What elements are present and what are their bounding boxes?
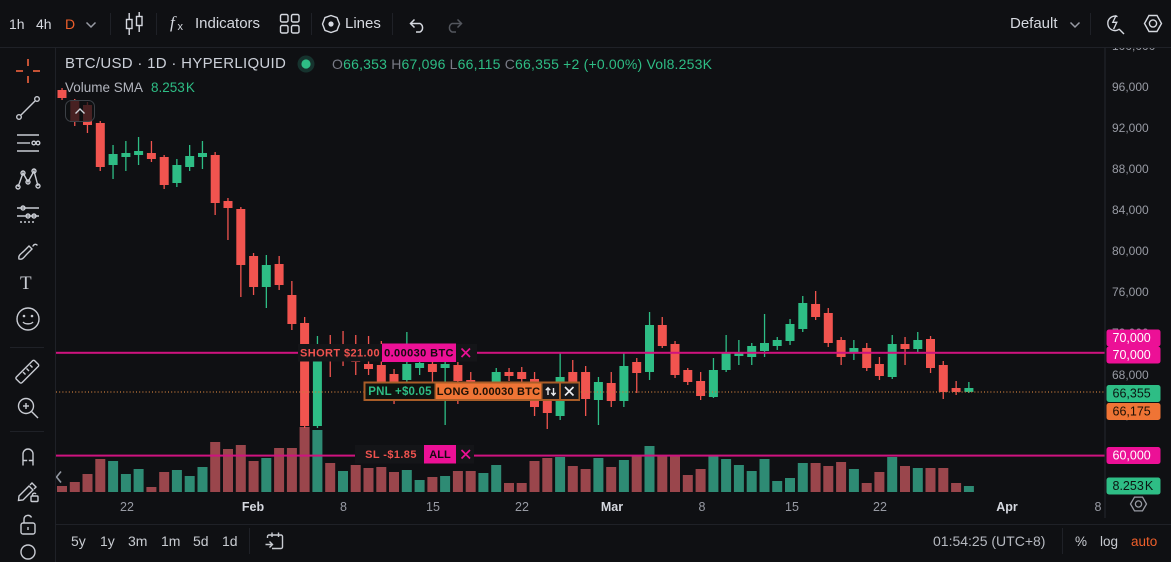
svg-text:8: 8 (1095, 500, 1102, 514)
svg-text:68,000: 68,000 (1112, 368, 1149, 382)
svg-text:SHORT $21.00: SHORT $21.00 (300, 348, 380, 360)
svg-text:76,000: 76,000 (1112, 285, 1149, 299)
svg-text:80,000: 80,000 (1112, 244, 1149, 258)
svg-text:66,355: 66,355 (1113, 387, 1151, 401)
svg-text:100,000: 100,000 (1112, 48, 1156, 53)
svg-text:Mar: Mar (601, 500, 623, 514)
svg-text:Feb: Feb (242, 500, 265, 514)
svg-text:84,000: 84,000 (1112, 203, 1149, 217)
svg-text:88,000: 88,000 (1112, 162, 1149, 176)
svg-text:PNL +$0.05: PNL +$0.05 (368, 386, 432, 398)
svg-text:8.253 K: 8.253 K (1113, 479, 1154, 493)
svg-text:Apr: Apr (996, 500, 1018, 514)
svg-text:SL -$1.85: SL -$1.85 (365, 449, 417, 461)
svg-text:LONG 0.00030 BTC: LONG 0.00030 BTC (437, 386, 540, 398)
svg-text:15: 15 (426, 500, 440, 514)
svg-text:8: 8 (699, 500, 706, 514)
svg-text:0.00030 BTC: 0.00030 BTC (384, 348, 454, 360)
svg-text:15: 15 (785, 500, 799, 514)
svg-text:70,000: 70,000 (1113, 348, 1151, 362)
svg-text:22: 22 (515, 500, 529, 514)
svg-text:ALL: ALL (429, 449, 451, 461)
svg-text:22: 22 (873, 500, 887, 514)
svg-text:92,000: 92,000 (1112, 121, 1149, 135)
svg-text:96,000: 96,000 (1112, 80, 1149, 94)
svg-text:8: 8 (340, 500, 347, 514)
svg-text:60,000: 60,000 (1113, 449, 1151, 463)
svg-text:66,175: 66,175 (1113, 405, 1151, 419)
svg-text:70,000: 70,000 (1113, 331, 1151, 345)
svg-text:22: 22 (120, 500, 134, 514)
